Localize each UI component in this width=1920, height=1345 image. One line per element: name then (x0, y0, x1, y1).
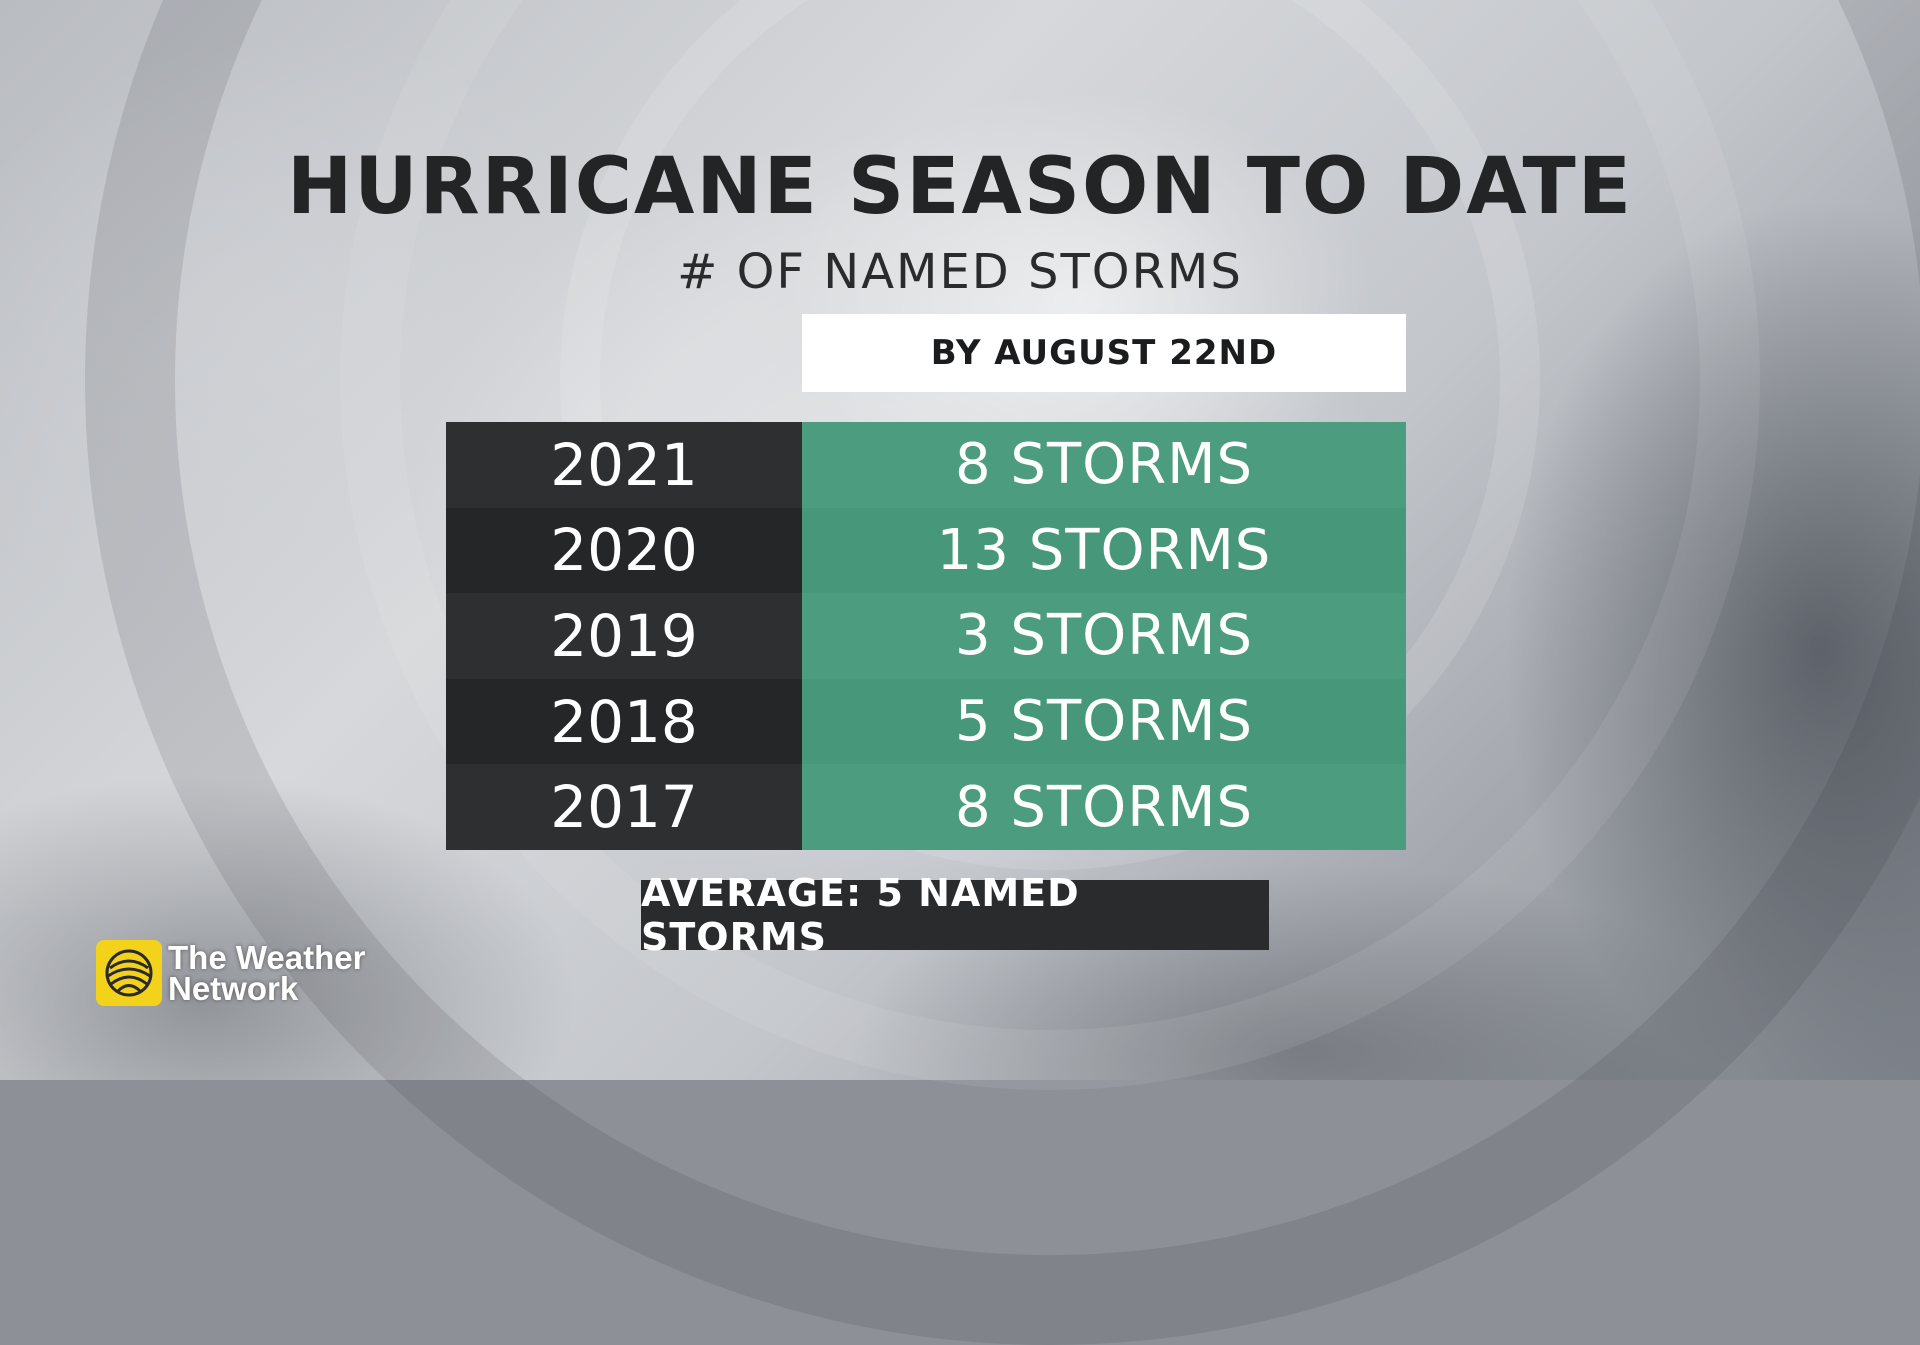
column-header-label: BY AUGUST 22ND (930, 333, 1278, 373)
average-banner: AVERAGE: 5 NAMED STORMS (641, 871, 1269, 959)
table-row: 2017 8 STORMS (446, 764, 1406, 850)
table-row: 2019 3 STORMS (446, 593, 1406, 679)
storm-count-cell: 3 STORMS (802, 593, 1406, 679)
year-cell: 2017 (446, 764, 802, 850)
table-row: 2018 5 STORMS (446, 678, 1406, 765)
year-cell: 2019 (446, 593, 802, 679)
storm-count-cell: 5 STORMS (802, 678, 1406, 765)
table-row: 2021 8 STORMS (446, 422, 1406, 508)
storm-count-cell: 8 STORMS (802, 422, 1406, 508)
average-label: AVERAGE: 5 NAMED STORMS (641, 871, 1080, 959)
storm-table: 2021 8 STORMS 2020 13 STORMS 2019 3 STOR… (446, 422, 1406, 850)
page-subtitle: # OF NAMED STORMS (677, 244, 1243, 300)
year-cell: 2021 (446, 422, 802, 508)
table-row: 2020 13 STORMS (446, 507, 1406, 594)
storm-count-cell: 13 STORMS (802, 507, 1406, 594)
column-header: BY AUGUST 22ND (802, 314, 1406, 392)
weather-network-logo: The Weather Network (96, 940, 365, 1006)
logo-line-1: The Weather (168, 939, 366, 976)
year-cell: 2020 (446, 507, 802, 594)
storm-count-cell: 8 STORMS (802, 764, 1406, 850)
weather-network-globe-icon (96, 940, 162, 1006)
logo-line-2: Network (168, 970, 299, 1007)
page-title: HURRICANE SEASON TO DATE (286, 142, 1634, 232)
year-cell: 2018 (446, 678, 802, 765)
logo-text: The Weather Network (168, 939, 366, 1007)
